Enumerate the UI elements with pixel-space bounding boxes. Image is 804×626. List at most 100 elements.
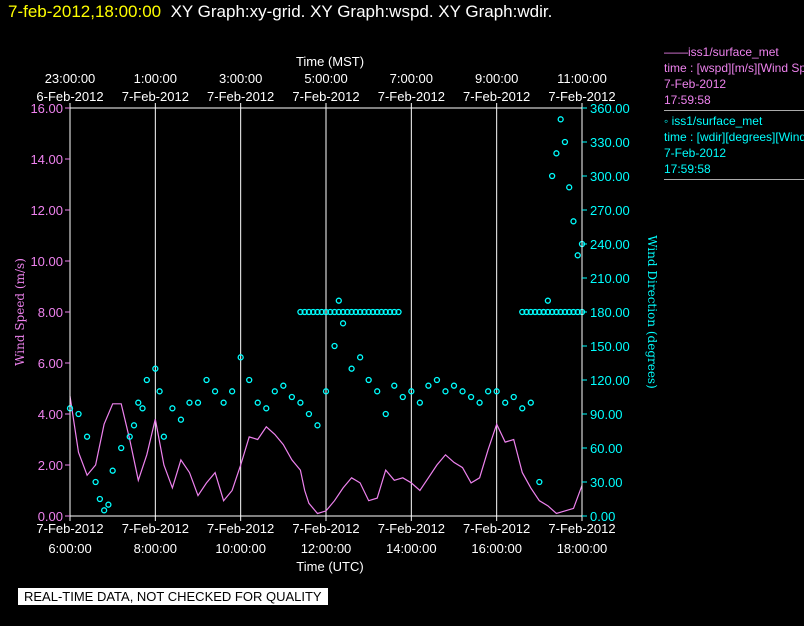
wdir-point — [536, 308, 543, 316]
timestamp: 7-feb-2012,18:00:00 — [8, 2, 162, 21]
wdir-point — [391, 382, 398, 389]
legend-wspd-time: 17:59:58 — [664, 93, 711, 107]
top-tick-label-date: 7-Feb-2012 — [463, 89, 530, 104]
wdir-point — [327, 308, 334, 316]
legend-wdir-time: 17:59:58 — [664, 162, 711, 176]
wdir-point — [203, 376, 210, 384]
top-tick-label-time: 9:00:00 — [475, 71, 518, 86]
legend-wspd-source: ——iss1/surface_met — [664, 45, 779, 59]
wdir-point — [135, 399, 142, 406]
top-tick-label-time: 11:00:00 — [557, 71, 607, 86]
wdir-point — [156, 388, 163, 395]
top-axis-title: Time (MST) — [296, 54, 364, 69]
wdir-point — [548, 308, 556, 316]
wdir-point — [126, 433, 133, 440]
wdir-point — [305, 308, 313, 316]
left-tick-label: 0.00 — [38, 509, 63, 524]
wdir-point — [356, 308, 364, 316]
wdir-series — [66, 116, 586, 514]
right-tick-label: 330.00 — [590, 135, 630, 150]
bottom-axis-title: Time (UTC) — [296, 559, 363, 574]
wdir-point — [493, 388, 500, 395]
wdir-point — [263, 405, 270, 412]
wdir-point — [356, 354, 364, 361]
axes: 7-Feb-2012 6:00:00 7-Feb-2012 8:00:00 7-Feb-… — [30, 71, 629, 556]
legend-wdir: ◦ iss1/surface_met time : [wdir][degrees… — [664, 113, 804, 180]
left-tick-label: 4.00 — [38, 407, 63, 422]
wdir-point — [331, 308, 338, 316]
wdir-point — [527, 308, 534, 316]
x-tick-label-date: 7-Feb-2012 — [548, 521, 615, 536]
wdir-point — [352, 308, 360, 316]
wdir-point — [220, 399, 227, 406]
right-tick-label: 270.00 — [590, 203, 630, 218]
wdir-point — [382, 410, 389, 418]
wdir-point — [544, 308, 552, 316]
wdir-point — [519, 405, 526, 412]
top-tick-label-date: 7-Feb-2012 — [378, 89, 445, 104]
left-tick-label: 2.00 — [38, 458, 63, 473]
wdir-point — [527, 399, 534, 406]
graph-title: 7-feb-2012,18:00:00 XY Graph:xy-grid. XY… — [8, 2, 552, 22]
wdir-point — [531, 308, 539, 316]
wdir-point — [399, 393, 406, 401]
legend-wdir-date: 7-Feb-2012 — [664, 146, 727, 160]
grid — [154, 108, 498, 516]
wdir-point — [100, 507, 108, 514]
right-tick-label: 180.00 — [590, 305, 630, 320]
wdir-point — [510, 393, 517, 401]
wdir-point — [519, 308, 526, 316]
left-tick-label: 14.00 — [30, 152, 63, 167]
wdir-point — [378, 308, 385, 316]
wdir-point — [186, 399, 193, 406]
wdir-point — [365, 308, 372, 316]
top-tick-label-date: 7-Feb-2012 — [548, 89, 615, 104]
wdir-point — [139, 405, 146, 412]
top-tick-label-time: 5:00:00 — [304, 71, 347, 86]
wdir-point — [339, 308, 347, 316]
wdir-point — [152, 365, 159, 372]
wdir-point — [553, 150, 560, 157]
wdir-point — [130, 422, 138, 429]
wdir-point — [570, 218, 577, 225]
wdir-point — [339, 320, 347, 327]
wdir-point — [160, 433, 168, 440]
wdir-point — [574, 252, 581, 259]
right-tick-label: 360.00 — [590, 101, 630, 116]
wdir-point — [237, 354, 244, 361]
wdir-point — [570, 308, 577, 316]
x-tick-label-time: 16:00:00 — [471, 541, 522, 556]
right-tick-label: 120.00 — [590, 373, 630, 388]
right-tick-label: 30.00 — [590, 475, 623, 490]
wdir-point — [314, 422, 321, 429]
wdir-point — [228, 388, 236, 395]
top-tick-label-time: 7:00:00 — [390, 71, 433, 86]
wdir-point — [425, 382, 432, 389]
wdir-point — [322, 308, 330, 316]
wdir-point — [305, 410, 313, 418]
x-tick-label-time: 6:00:00 — [48, 541, 91, 556]
wspd-line — [69, 396, 583, 515]
wdir-point — [75, 410, 82, 418]
wdir-point — [118, 444, 125, 452]
right-tick-label: 0.00 — [590, 509, 615, 524]
right-tick-label: 150.00 — [590, 339, 630, 354]
wdir-point — [322, 388, 330, 395]
left-tick-label: 10.00 — [30, 254, 63, 269]
quality-warning: REAL-TIME DATA, NOT CHECKED FOR QUALITY — [18, 588, 328, 605]
wdir-point — [395, 308, 402, 316]
right-tick-label: 300.00 — [590, 169, 630, 184]
wdir-point — [92, 478, 99, 486]
wdir-point — [301, 308, 308, 316]
wdir-point — [96, 495, 104, 503]
legend-wspd-variable: time : [wspd][m/s][Wind Speed] — [664, 61, 804, 75]
wdir-point — [553, 308, 560, 316]
x-tick-label-date: 7-Feb-2012 — [463, 521, 530, 536]
wdir-point — [548, 172, 556, 180]
wdir-point — [540, 308, 547, 316]
legend-wdir-source: ◦ iss1/surface_met — [664, 114, 763, 128]
wdir-point — [450, 382, 458, 389]
x-tick-label-time: 12:00:00 — [301, 541, 352, 556]
wdir-point — [557, 116, 564, 123]
wdir-point — [544, 297, 552, 304]
